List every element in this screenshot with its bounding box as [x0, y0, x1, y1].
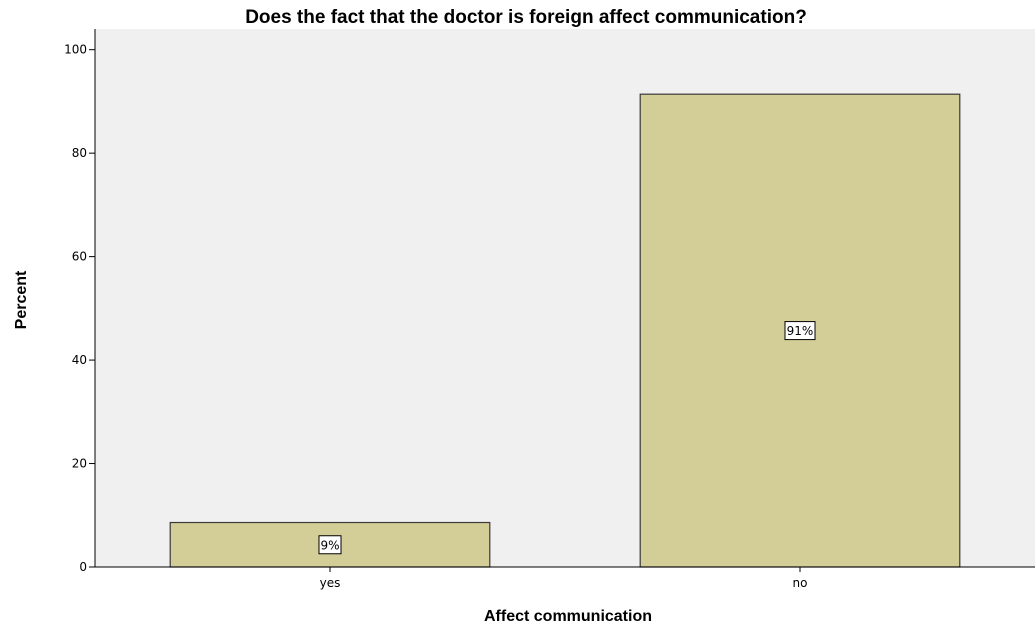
y-tick-label: 60: [72, 250, 87, 264]
data-label: 9%: [320, 538, 339, 552]
y-axis-label: Percent: [13, 270, 30, 329]
data-label: 91%: [787, 324, 814, 338]
y-tick-label: 80: [72, 146, 87, 160]
chart-title: Does the fact that the doctor is foreign…: [245, 7, 807, 28]
y-tick-label: 20: [72, 457, 87, 471]
y-tick-label: 40: [72, 353, 87, 367]
x-axis: yes no: [95, 566, 1035, 590]
data-label-box: [318, 535, 342, 555]
x-tick-label: no: [793, 576, 808, 590]
y-tick-label: 0: [79, 560, 87, 574]
bars-group: 9% 91%: [169, 93, 961, 568]
x-axis-label: Affect communication: [484, 608, 652, 625]
y-tick-label: 100: [64, 43, 87, 57]
x-tick-label: yes: [320, 576, 341, 590]
data-label-box: [784, 321, 816, 341]
y-axis: 0 20 40 60 80 100: [64, 29, 96, 574]
